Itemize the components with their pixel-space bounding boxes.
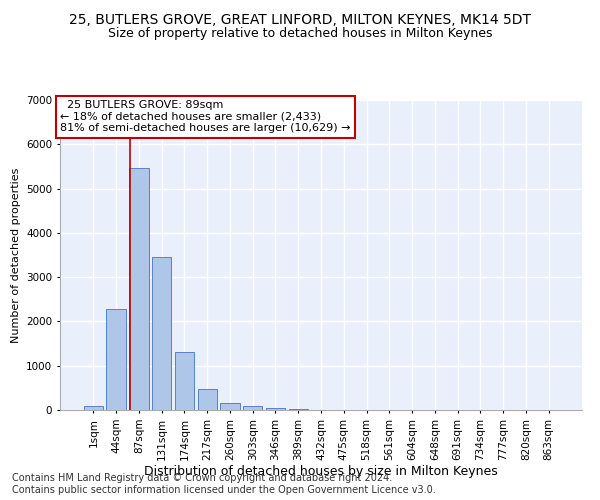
Text: Size of property relative to detached houses in Milton Keynes: Size of property relative to detached ho… xyxy=(108,28,492,40)
Bar xyxy=(175,352,194,410)
Text: Contains HM Land Registry data © Crown copyright and database right 2024.
Contai: Contains HM Land Registry data © Crown c… xyxy=(12,474,436,495)
Text: 25 BUTLERS GROVE: 89sqm
← 18% of detached houses are smaller (2,433)
81% of semi: 25 BUTLERS GROVE: 89sqm ← 18% of detache… xyxy=(60,100,350,133)
Bar xyxy=(289,408,308,410)
Bar xyxy=(266,408,285,410)
Bar xyxy=(84,406,103,410)
Bar xyxy=(220,403,239,410)
Bar xyxy=(106,309,126,410)
X-axis label: Distribution of detached houses by size in Milton Keynes: Distribution of detached houses by size … xyxy=(144,466,498,478)
Bar xyxy=(197,389,217,410)
Bar xyxy=(129,168,149,410)
Text: 25, BUTLERS GROVE, GREAT LINFORD, MILTON KEYNES, MK14 5DT: 25, BUTLERS GROVE, GREAT LINFORD, MILTON… xyxy=(69,12,531,26)
Bar xyxy=(243,406,262,410)
Y-axis label: Number of detached properties: Number of detached properties xyxy=(11,168,20,342)
Bar xyxy=(152,257,172,410)
